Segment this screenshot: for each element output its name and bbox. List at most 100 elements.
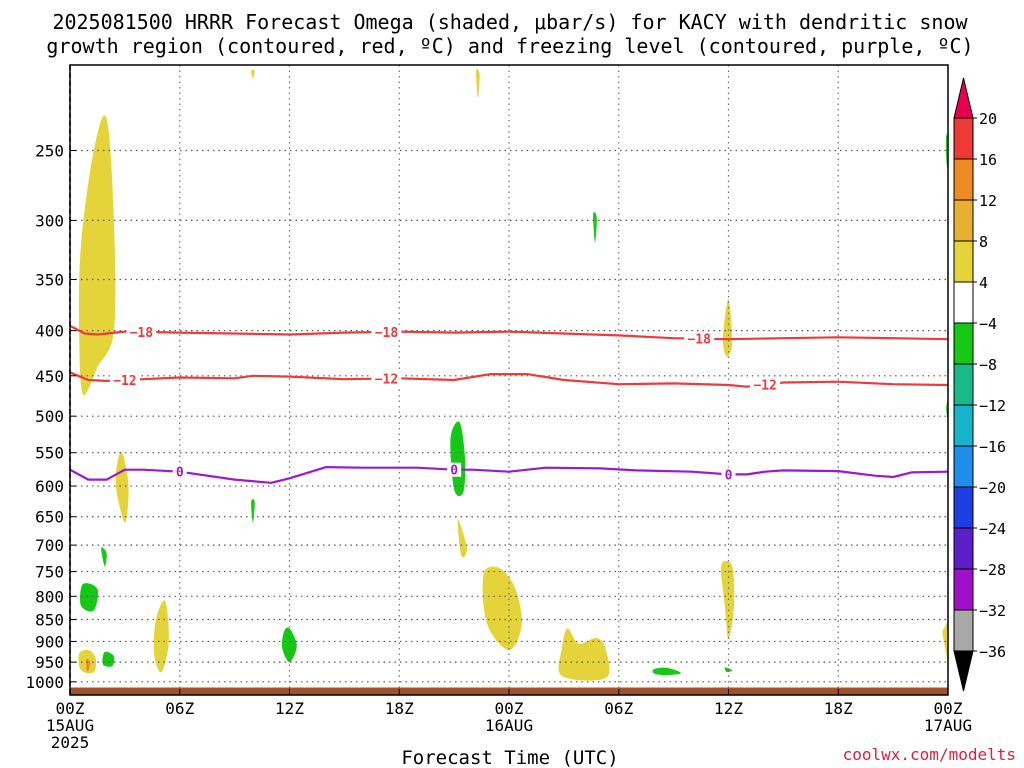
y-tick-label-0: 250 (35, 142, 64, 161)
colorbar-bottom-arrow (953, 650, 974, 692)
y-tick-label-12: 850 (35, 611, 64, 630)
x-tick-label-1-0: 06Z (165, 699, 194, 718)
omega-region-5 (457, 519, 467, 558)
colorbar-label-11: −28 (979, 561, 1006, 579)
omega-region-9 (722, 298, 733, 357)
omega-region-7 (558, 628, 610, 681)
contour-freezing_level (70, 466, 948, 484)
contour-label-dgz_bottom-2: −12 (753, 379, 776, 394)
contour-label-dgz_top-1: −18 (375, 326, 399, 341)
omega-region-4 (153, 600, 169, 673)
colorbar-bin-11 (953, 568, 974, 611)
colorbar-bin-5 (953, 322, 974, 365)
contour-label-dgz_top-0: −18 (130, 326, 154, 341)
contour-label-freezing_level-1: 0 (450, 464, 458, 479)
plot-content: −18 −18 −18 −12 −12 −12 0 0 0 (70, 65, 948, 695)
colorbar-label-0: 20 (979, 110, 997, 128)
x-tick-label-0-0: 00Z (56, 699, 85, 718)
colorbar-bin-12 (953, 609, 974, 652)
colorbar-bin-4 (953, 281, 974, 324)
omega-region-14 (80, 583, 99, 612)
contour-label-bg (371, 324, 402, 339)
omega-region-0 (78, 115, 116, 396)
colorbar: 20 16 12 8 4 −4 −8 −12 −16 −20 −24 −28 −32 −36 (953, 77, 1006, 692)
y-tick-label-9: 700 (35, 536, 64, 555)
contour-label-bg (684, 331, 715, 346)
colorbar-bin-2 (953, 199, 974, 242)
x-tick-label-4-0: 00Z (495, 699, 524, 718)
colorbar-label-7: −12 (979, 397, 1006, 415)
x-tick-label-2-0: 12Z (275, 699, 304, 718)
x-tick-label-4-1: 16AUG (485, 716, 533, 735)
contour-label-bg (109, 373, 140, 388)
colorbar-label-6: −8 (979, 356, 997, 374)
colorbar-label-1: 16 (979, 151, 997, 169)
contour-label-bg (750, 377, 781, 392)
omega-region-6 (482, 566, 522, 650)
colorbar-label-9: −20 (979, 479, 1006, 497)
omega-region-10 (942, 622, 948, 664)
x-axis-title: Forecast Time (UTC) (401, 747, 618, 768)
contour-label-bg (172, 464, 187, 479)
y-tick-label-11: 800 (35, 587, 64, 606)
y-tick-label-6: 550 (35, 444, 64, 463)
y-tick-label-15: 1000 (25, 673, 64, 692)
omega-region-11 (476, 68, 480, 99)
colorbar-label-10: −24 (979, 520, 1006, 538)
colorbar-label-12: −32 (979, 602, 1006, 620)
y-tick-label-10: 750 (35, 563, 64, 582)
chart-title-line-2: growth region (contoured, red, ºC) and f… (46, 34, 973, 58)
omega-region-20 (652, 667, 681, 675)
colorbar-bin-0 (953, 117, 974, 160)
omega-region-19 (593, 212, 597, 243)
omega-region-21 (724, 667, 733, 673)
y-tick-label-1: 300 (35, 211, 64, 230)
y-tick-label-5: 500 (35, 407, 64, 426)
colorbar-bin-7 (953, 404, 974, 447)
x-tick-label-7-0: 18Z (824, 699, 853, 718)
y-tick-label-13: 900 (35, 632, 64, 651)
omega-region-15 (102, 651, 115, 667)
colorbar-bin-1 (953, 158, 974, 201)
omega-region-1 (115, 451, 129, 523)
contour-label-bg (721, 467, 736, 482)
contour-label-dgz_bottom-0: −12 (113, 374, 136, 389)
colorbar-top-arrow (953, 77, 974, 119)
colorbar-label-8: −16 (979, 438, 1006, 456)
x-tick-label-5-0: 06Z (604, 699, 633, 718)
credit-text: coolwx.com/modelts (843, 745, 1016, 764)
x-tick-label-8-0: 00Z (934, 699, 963, 718)
colorbar-label-13: −36 (979, 643, 1006, 661)
omega-region-18 (281, 627, 297, 663)
contour-label-bg (371, 371, 402, 386)
x-tick-label-0-2: 2025 (51, 733, 90, 752)
x-tick-label-6-0: 12Z (714, 699, 743, 718)
colorbar-label-5: −4 (979, 315, 997, 333)
y-tick-label-2: 350 (35, 270, 64, 289)
contour-label-dgz_bottom-1: −12 (375, 373, 398, 388)
omega-region-17 (251, 499, 255, 523)
contour-label-freezing_level-0: 0 (176, 466, 184, 481)
y-tick-label-4: 450 (35, 367, 64, 386)
omega-region-16 (101, 547, 107, 567)
contour-dgz_top (70, 324, 948, 341)
contour-label-dgz_top-2: −18 (687, 333, 711, 348)
x-tick-label-0-1: 15AUG (46, 716, 94, 735)
y-tick-label-8: 650 (35, 508, 64, 527)
omega-region-13 (450, 421, 466, 497)
chart-title-line-1: 2025081500 HRRR Forecast Omega (shaded, … (52, 10, 968, 34)
y-tick-label-7: 600 (35, 477, 64, 496)
colorbar-bin-9 (953, 486, 974, 529)
contour-label-bg (126, 324, 157, 339)
colorbar-bin-8 (953, 445, 974, 488)
omega-region-12 (251, 69, 255, 79)
plot-area: −18 −18 −18 −12 −12 −12 0 0 0 250 300 350 400 450 500 5… (25, 64, 949, 696)
x-tick-label-8-1: 17AUG (924, 716, 972, 735)
colorbar-bin-10 (953, 527, 974, 570)
colorbar-bin-6 (953, 363, 974, 406)
omega-region-8 (720, 560, 735, 640)
colorbar-bin-3 (953, 240, 974, 283)
colorbar-label-2: 12 (979, 192, 997, 210)
